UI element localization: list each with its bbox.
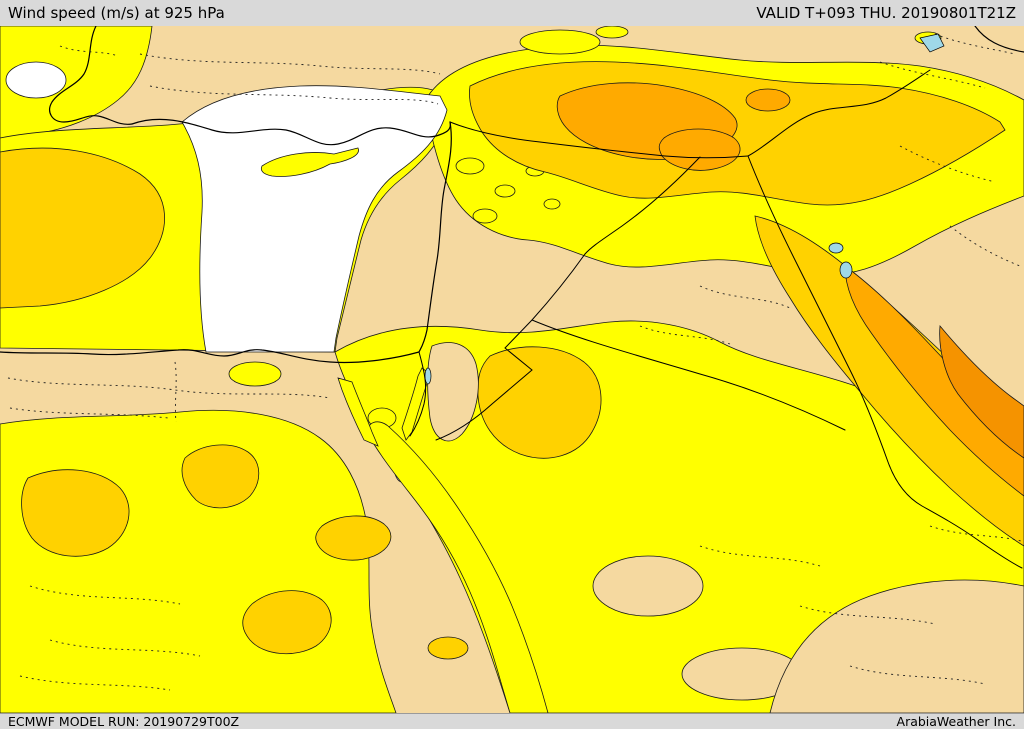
yellow-spot-syria-4 (472, 208, 498, 224)
white-east-mediterranean (181, 85, 448, 353)
map-title: Wind speed (m/s) at 925 hPa (8, 4, 225, 22)
dotted-egypt-south-1 (29, 585, 181, 605)
gold-central-saudi (477, 346, 602, 459)
tan-wedge-southeast (769, 579, 1024, 713)
lake-razzaza (839, 261, 853, 279)
dotted-turkey-1 (139, 53, 441, 75)
orange-north-iraq (658, 128, 741, 171)
cyprus-island (260, 147, 359, 177)
red-sea-group (337, 367, 549, 713)
tan-patch-regions (427, 342, 1024, 713)
border-syria-iraq (584, 156, 701, 255)
lake-van (919, 33, 945, 53)
orange-zagros (844, 265, 1024, 497)
branding-label: ArabiaWeather Inc. (896, 714, 1016, 729)
dotted-egypt-vertical (174, 361, 177, 423)
border-saudi-iraq (531, 319, 846, 431)
red-sea-channel (367, 421, 549, 713)
dotted-arabia-1 (699, 545, 821, 567)
dotted-egypt-south-2 (49, 639, 201, 657)
dotted-turkey-3 (59, 45, 119, 57)
wind-speed-contour-map (0, 26, 1024, 713)
border-iraq-iran (747, 155, 1023, 569)
dotted-arabia-2 (799, 605, 936, 625)
gulf-of-suez (337, 377, 379, 447)
yellow-spot-syria-1 (455, 157, 485, 175)
dotted-iraq-1 (699, 285, 791, 309)
border-turkey-syria (449, 121, 749, 159)
border-jordan-iraq-saudi (435, 253, 586, 441)
gold-small-south (427, 636, 469, 660)
gold-southwest-egypt (21, 469, 130, 557)
tan-patch-central-arabia (592, 555, 704, 617)
coast-south-turkey (131, 118, 451, 146)
dead-sea (424, 367, 432, 385)
tan-jordan-patch (427, 342, 479, 442)
gold-cairo-blob (181, 444, 260, 509)
dotted-iran-4 (949, 225, 1021, 267)
coast-caspian-corner (974, 26, 1024, 53)
border-jordan-rift (409, 351, 427, 437)
orange-spot-northeast (745, 88, 791, 112)
dotted-iran-3 (899, 145, 996, 183)
gold-south-blob (242, 590, 332, 655)
valid-time-label: VALID T+093 THU. 20190801T21Z (756, 4, 1016, 22)
footer-bar: ECMWF MODEL RUN: 20190729T00Z ArabiaWeat… (0, 713, 1024, 729)
yellow-spot-syria-2 (494, 184, 516, 198)
border-turkey-iran (747, 69, 931, 157)
dotted-turkey-2 (149, 85, 439, 105)
dotted-arabia-3 (849, 665, 986, 685)
lake-tharthar (828, 242, 844, 254)
gold-contour-regions (0, 61, 1024, 660)
dotted-egypt-south-3 (19, 675, 171, 691)
gold-west-levantine-sea (0, 147, 166, 309)
dotted-lines-group (7, 33, 1024, 691)
borders-group (409, 69, 1023, 569)
lakes-group (424, 33, 945, 385)
yellow-spot-anatolia (519, 29, 601, 55)
map-canvas (0, 26, 1024, 713)
white-patch-aegean (5, 61, 67, 99)
deep-orange-zagros-core (939, 325, 1024, 459)
gold-redsea-coast (315, 515, 392, 561)
coast-egypt (0, 349, 420, 364)
coast-levant (418, 121, 452, 353)
yellow-spot-syria-5 (543, 198, 561, 210)
yellow-spot-anatolia-2 (595, 26, 629, 39)
orange-contour-regions (556, 82, 1024, 497)
model-run-label: ECMWF MODEL RUN: 20190729T00Z (8, 714, 240, 729)
dotted-iran-1 (879, 61, 986, 89)
dotted-egypt-north-2 (9, 407, 169, 419)
header-bar: Wind speed (m/s) at 925 hPa VALID T+093 … (0, 0, 1024, 26)
yellow-spot-delta (228, 361, 282, 387)
coastlines-group (0, 26, 1024, 364)
coast-aegean (49, 26, 133, 125)
